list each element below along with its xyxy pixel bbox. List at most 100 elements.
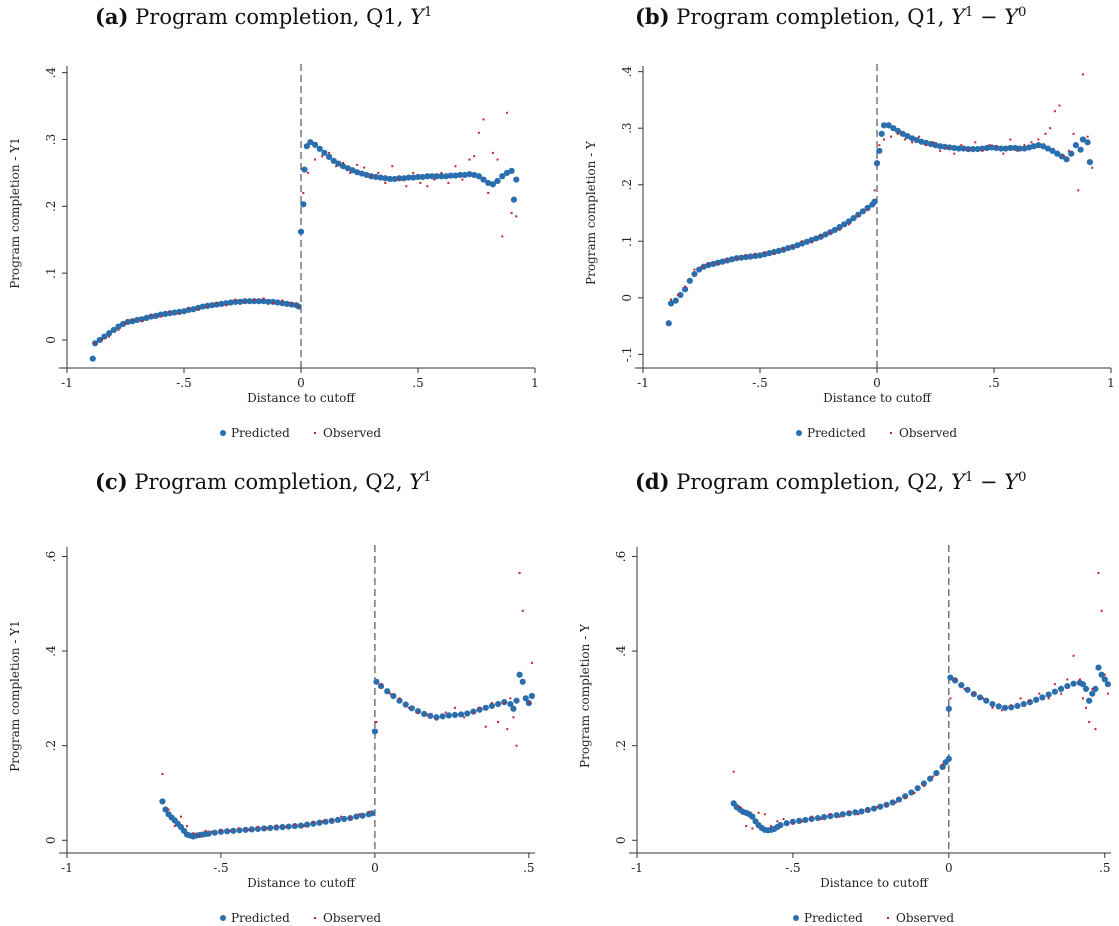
predicted-point (159, 798, 166, 805)
predicted-point (223, 300, 230, 307)
legend-marker-predicted (220, 915, 226, 921)
math-symbol: Y (951, 5, 966, 29)
observed-point (490, 702, 493, 705)
observed-point (1088, 721, 1091, 724)
x-tick-label: -1 (61, 376, 73, 390)
observed-point (1058, 104, 1061, 107)
predicted-point (873, 160, 881, 167)
predicted-point (1030, 143, 1037, 150)
observed-point (941, 763, 944, 766)
observed-point (340, 815, 343, 818)
observed-point (1067, 149, 1070, 152)
predicted-point (162, 310, 169, 317)
observed-point (890, 135, 893, 138)
observed-point (782, 817, 785, 820)
observed-point (440, 171, 443, 174)
predicted-point (672, 297, 679, 304)
predicted-point (419, 173, 426, 181)
observed-point (922, 784, 925, 787)
observed-point (763, 813, 766, 816)
observed-point (187, 306, 190, 309)
predicted-point (273, 824, 280, 831)
observed-point (266, 827, 269, 830)
observed-point (356, 163, 359, 166)
panel-label: (d) (635, 469, 670, 494)
predicted-point (304, 821, 311, 828)
predicted-point (1070, 680, 1077, 687)
predicted-point (322, 818, 329, 825)
observed-point (1081, 73, 1084, 76)
x-tick-label: -.5 (213, 861, 229, 875)
observed-point (453, 706, 456, 709)
predicted-point (876, 147, 883, 154)
predicted-point (1064, 682, 1071, 690)
observed-point (321, 155, 324, 158)
predicted-point (372, 173, 379, 181)
predicted-point (964, 686, 971, 693)
predicted-point (110, 326, 117, 334)
observed-point (819, 817, 822, 820)
predicted-point (291, 822, 298, 830)
y-axis-title: Program completion - Y1 (8, 137, 22, 289)
observed-point (384, 181, 387, 184)
observed-point (732, 770, 735, 773)
observed-point (1072, 654, 1075, 657)
observed-point (1038, 692, 1041, 695)
predicted-point (513, 697, 520, 704)
observed-point (225, 304, 228, 307)
predicted-point (516, 671, 523, 678)
observed-point (167, 808, 170, 811)
observed-point (159, 315, 162, 318)
predicted-point (251, 298, 258, 305)
predicted-point (433, 173, 440, 180)
predicted-point (918, 138, 925, 145)
observed-point (857, 214, 860, 217)
predicted-point (1079, 681, 1087, 688)
observed-point (670, 298, 673, 301)
predicted-point (464, 710, 471, 717)
predicted-point (475, 173, 482, 180)
predicted-point (148, 313, 155, 320)
predicted-point (101, 333, 108, 340)
observed-point (271, 302, 274, 305)
math-superscript: 1 (965, 5, 974, 20)
y-tick-label: .1 (44, 267, 58, 278)
observed-point (763, 251, 766, 254)
observed-point (1085, 706, 1088, 709)
observed-point (829, 813, 832, 816)
observed-point (417, 711, 419, 714)
predicted-point (756, 252, 764, 259)
predicted-point (340, 163, 347, 170)
x-tick-label: -1 (637, 376, 649, 390)
observed-point (1028, 699, 1031, 702)
x-axis-title: Distance to cutoff (823, 391, 932, 405)
predicted-point (939, 763, 946, 771)
predicted-point (894, 127, 902, 135)
predicted-point (1086, 159, 1094, 166)
predicted-point (466, 171, 473, 178)
x-axis-title: Distance to cutoff (247, 876, 356, 890)
predicted-point (821, 813, 828, 821)
observed-point (496, 158, 499, 161)
predicted-point (1079, 136, 1087, 143)
observed-point (530, 661, 533, 664)
predicted-point (1092, 685, 1099, 693)
predicted-point (1063, 156, 1070, 163)
predicted-point (993, 144, 1000, 152)
predicted-point (143, 314, 150, 322)
predicted-point (808, 237, 815, 244)
observed-point (925, 144, 928, 147)
observed-point (256, 826, 259, 829)
observed-point (447, 181, 450, 184)
observed-point (284, 826, 287, 829)
predicted-point (405, 174, 412, 181)
predicted-point (833, 812, 840, 819)
x-tick-label: 1 (531, 376, 539, 390)
predicted-point (976, 694, 984, 701)
math-symbol: Y (951, 470, 966, 494)
predicted-point (396, 175, 403, 182)
observed-point (1010, 704, 1013, 707)
observed-point (972, 692, 975, 695)
predicted-point (373, 678, 380, 685)
predicted-point (377, 174, 384, 181)
